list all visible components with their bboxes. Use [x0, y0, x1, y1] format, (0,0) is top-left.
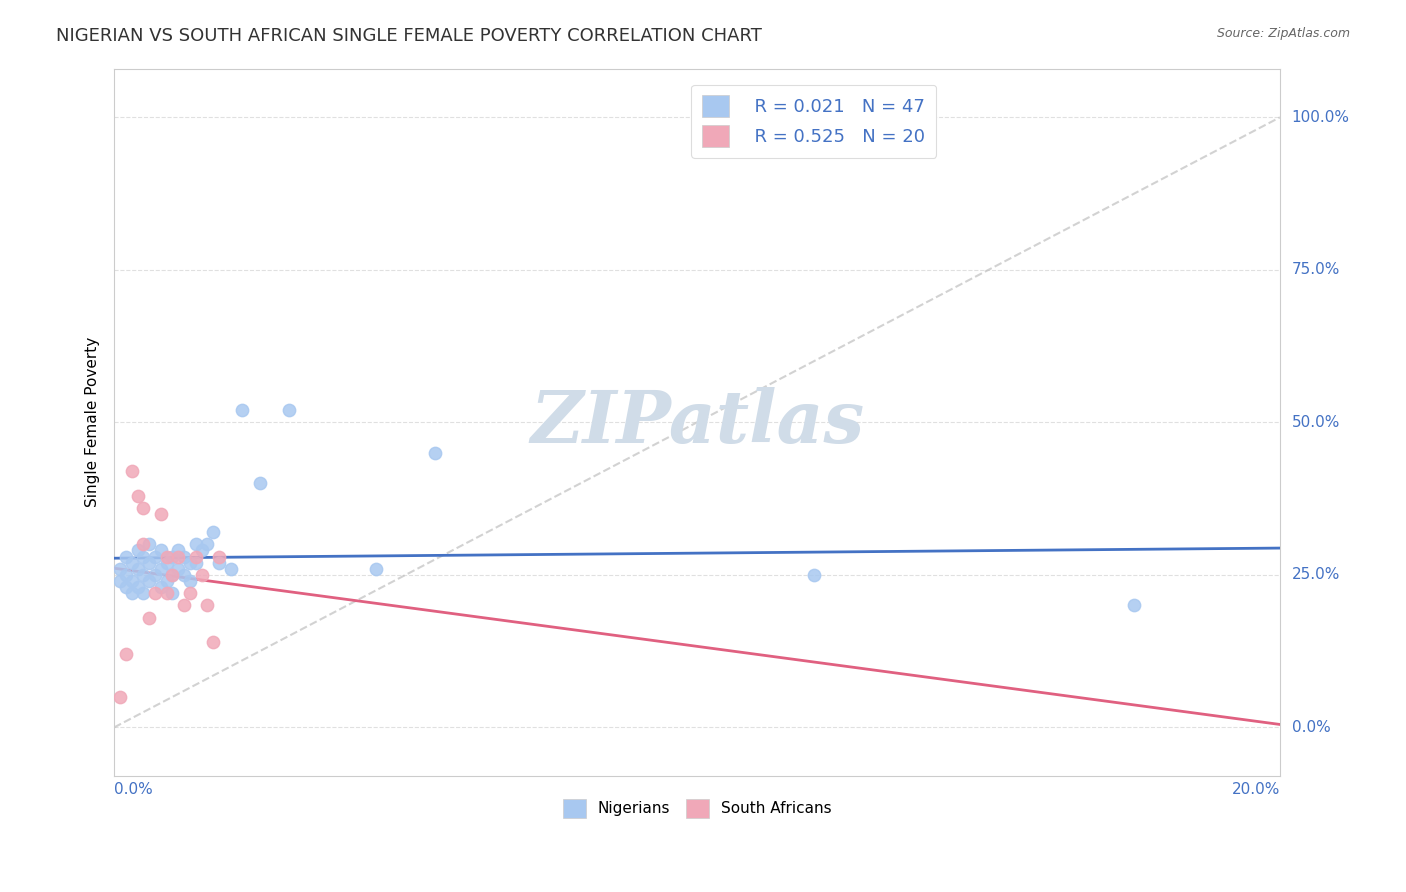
Point [115, 647, 138, 661]
Point [184, 556, 207, 570]
Point [208, 556, 231, 570]
Point [803, 567, 825, 582]
Point [162, 567, 184, 582]
Point [190, 567, 212, 582]
Point [197, 599, 219, 613]
Point [423, 446, 446, 460]
Text: 75.0%: 75.0% [1292, 262, 1340, 277]
Point [132, 537, 155, 551]
Point [208, 549, 231, 564]
Point [173, 599, 195, 613]
Point [127, 489, 149, 503]
Point [162, 549, 184, 564]
Point [108, 574, 131, 588]
Point [138, 610, 160, 624]
Point [167, 549, 190, 564]
Point [219, 562, 242, 576]
Point [127, 580, 149, 594]
Point [138, 556, 160, 570]
Y-axis label: Single Female Poverty: Single Female Poverty [86, 337, 100, 508]
Point [190, 543, 212, 558]
Point [184, 537, 207, 551]
Point [231, 403, 253, 417]
Point [278, 403, 301, 417]
Point [156, 586, 179, 600]
Text: 100.0%: 100.0% [1292, 110, 1350, 125]
Point [143, 549, 166, 564]
Point [162, 567, 184, 582]
Point [167, 543, 190, 558]
Point [115, 580, 138, 594]
Point [249, 476, 271, 491]
Point [202, 635, 225, 649]
Point [202, 525, 225, 540]
Point [197, 537, 219, 551]
Text: 50.0%: 50.0% [1292, 415, 1340, 430]
Point [366, 562, 388, 576]
Point [156, 556, 179, 570]
Text: Source: ZipAtlas.com: Source: ZipAtlas.com [1216, 27, 1350, 40]
Point [1123, 599, 1146, 613]
Point [149, 580, 172, 594]
Point [108, 690, 131, 704]
Point [156, 549, 179, 564]
Text: NIGERIAN VS SOUTH AFRICAN SINGLE FEMALE POVERTY CORRELATION CHART: NIGERIAN VS SOUTH AFRICAN SINGLE FEMALE … [56, 27, 762, 45]
Point [143, 586, 166, 600]
Point [132, 567, 155, 582]
Text: 0.0%: 0.0% [1292, 720, 1330, 735]
Point [149, 543, 172, 558]
Point [132, 549, 155, 564]
Point [179, 586, 201, 600]
Point [138, 537, 160, 551]
Point [115, 549, 138, 564]
Point [121, 464, 143, 478]
Point [115, 567, 138, 582]
Point [173, 549, 195, 564]
Text: 25.0%: 25.0% [1292, 567, 1340, 582]
Point [173, 567, 195, 582]
Point [108, 562, 131, 576]
Point [138, 574, 160, 588]
Text: 20.0%: 20.0% [1232, 782, 1279, 797]
Point [127, 562, 149, 576]
Point [149, 562, 172, 576]
Point [121, 574, 143, 588]
Point [156, 574, 179, 588]
Point [167, 562, 190, 576]
Point [179, 574, 201, 588]
Point [162, 586, 184, 600]
Point [143, 567, 166, 582]
Point [132, 586, 155, 600]
Text: 0.0%: 0.0% [114, 782, 153, 797]
Text: ZIPatlas: ZIPatlas [530, 387, 865, 458]
Point [127, 543, 149, 558]
Point [184, 549, 207, 564]
Point [121, 556, 143, 570]
Legend: Nigerians, South Africans: Nigerians, South Africans [555, 791, 839, 825]
Point [121, 586, 143, 600]
Point [149, 507, 172, 521]
Point [179, 556, 201, 570]
Point [132, 500, 155, 515]
